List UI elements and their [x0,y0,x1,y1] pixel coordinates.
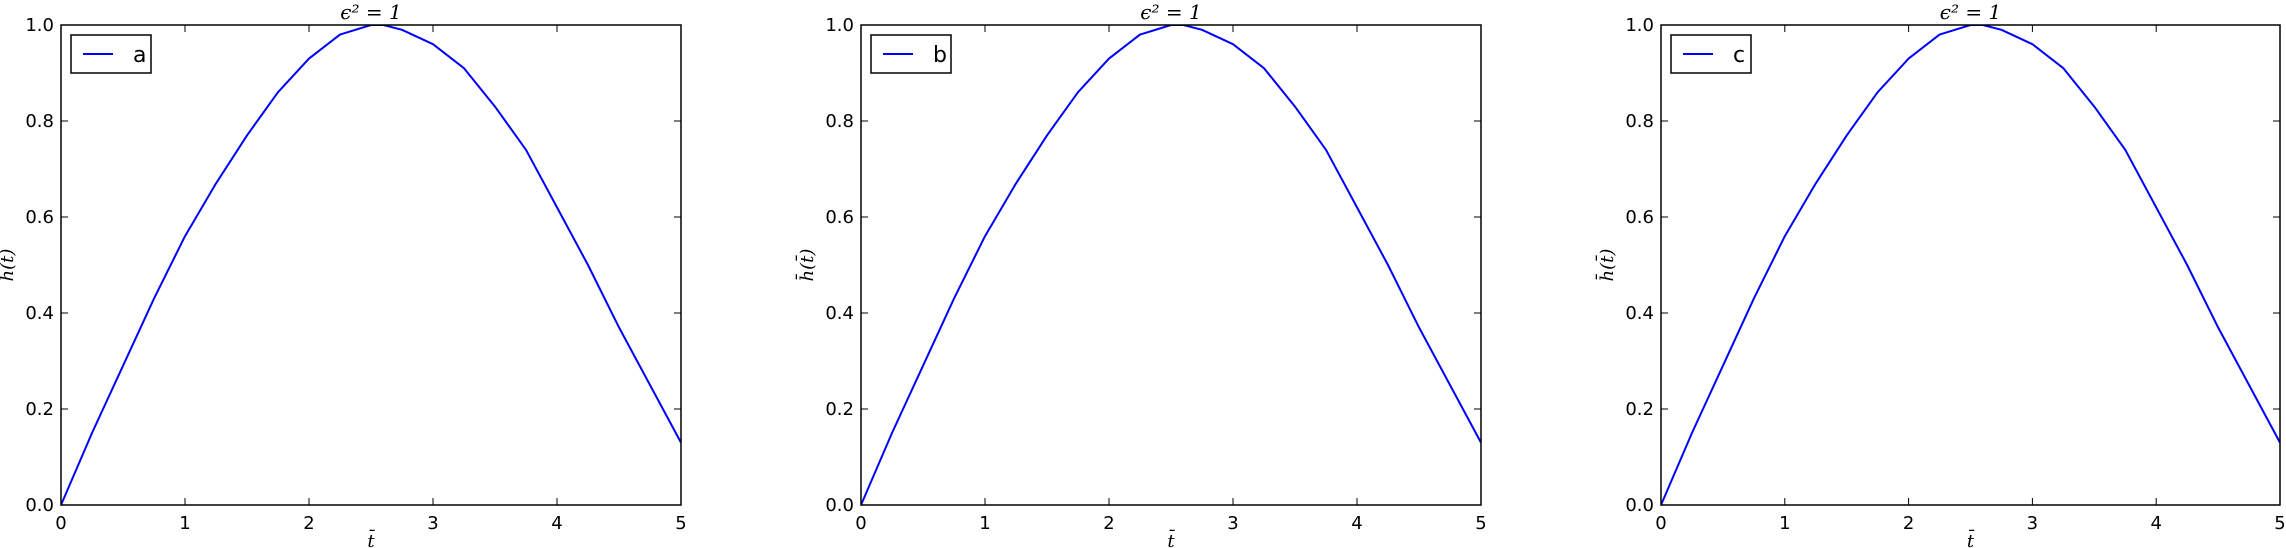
y-tick-label: 0.6 [25,207,54,228]
legend-label: b [933,43,947,68]
y-tick-label: 0.4 [825,303,854,324]
x-tick-label: 1 [179,513,190,534]
x-tick-label: 2 [1903,513,1914,534]
y-tick-label: 0.4 [25,303,54,324]
y-tick-label: 1.0 [1625,15,1654,36]
series-line-b [861,25,1481,505]
chart-title: ϵ² = 1 [1940,0,2001,24]
legend: a [70,34,152,74]
axes-frame [60,24,682,506]
x-axis-label: t̄ [367,528,375,548]
y-tick-label: 0.0 [25,495,54,516]
legend-label: a [133,43,146,68]
x-tick-label: 4 [1351,513,1362,534]
subplot-2: 0 1 2 3 4 5 0.0 0.2 0.4 0.6 0.8 1.0 ϵ² = 1 t̄ h̄(t̄) b [794,0,1487,548]
subplot-1: 0 1 2 3 4 5 0.0 0.2 0.4 0.6 0.8 1.0 ϵ² = 1 t̄ h̄(t̄) a [0,0,687,548]
y-axis-label: h̄(t̄) [1594,249,1618,282]
x-tick-label: 5 [675,513,686,534]
y-tick-label: 0.6 [825,207,854,228]
y-tick-label: 0.4 [1625,303,1654,324]
y-tick-label: 0.8 [825,111,854,132]
x-tick-label: 2 [1103,513,1114,534]
y-tick-label: 0.2 [25,399,54,420]
legend: c [1670,34,1752,74]
y-tick-label: 0.8 [1625,111,1654,132]
x-axis-label: t̄ [1967,528,1975,548]
y-tick-label: 0.6 [1625,207,1654,228]
x-tick-label: 3 [2027,513,2038,534]
series-line-c [1661,25,2280,505]
x-tick-label: 4 [551,513,562,534]
x-tick-label: 3 [1227,513,1238,534]
y-axis-label: h̄(t̄) [794,249,818,282]
y-tick-label: 0.0 [825,495,854,516]
chart-title: ϵ² = 1 [340,0,401,24]
x-tick-label: 0 [855,513,866,534]
x-tick-label: 3 [427,513,438,534]
x-tick-label: 1 [979,513,990,534]
legend: b [870,34,952,74]
y-tick-label: 0.2 [1625,399,1654,420]
x-tick-label: 5 [1475,513,1486,534]
x-tick-label: 1 [1779,513,1790,534]
x-tick-label: 4 [2150,513,2161,534]
y-tick-label: 1.0 [25,15,54,36]
y-tick-label: 0.8 [25,111,54,132]
x-tick-label: 5 [2274,513,2285,534]
x-axis-label: t̄ [1167,528,1175,548]
y-axis-label: h̄(t̄) [0,249,18,282]
legend-label: c [1733,43,1745,68]
x-tick-label: 0 [1655,513,1666,534]
y-tick-label: 0.0 [1625,495,1654,516]
subplot-3: 0 1 2 3 4 5 0.0 0.2 0.4 0.6 0.8 1.0 ϵ² = 1 t̄ h̄(t̄) c [1594,0,2286,548]
chart-title: ϵ² = 1 [1140,0,1201,24]
y-tick-label: 0.2 [825,399,854,420]
axes-frame [1660,24,2281,506]
series-line-a [61,25,681,505]
y-tick-label: 1.0 [825,15,854,36]
x-tick-label: 0 [55,513,66,534]
x-tick-label: 2 [303,513,314,534]
axes-frame [860,24,1482,506]
